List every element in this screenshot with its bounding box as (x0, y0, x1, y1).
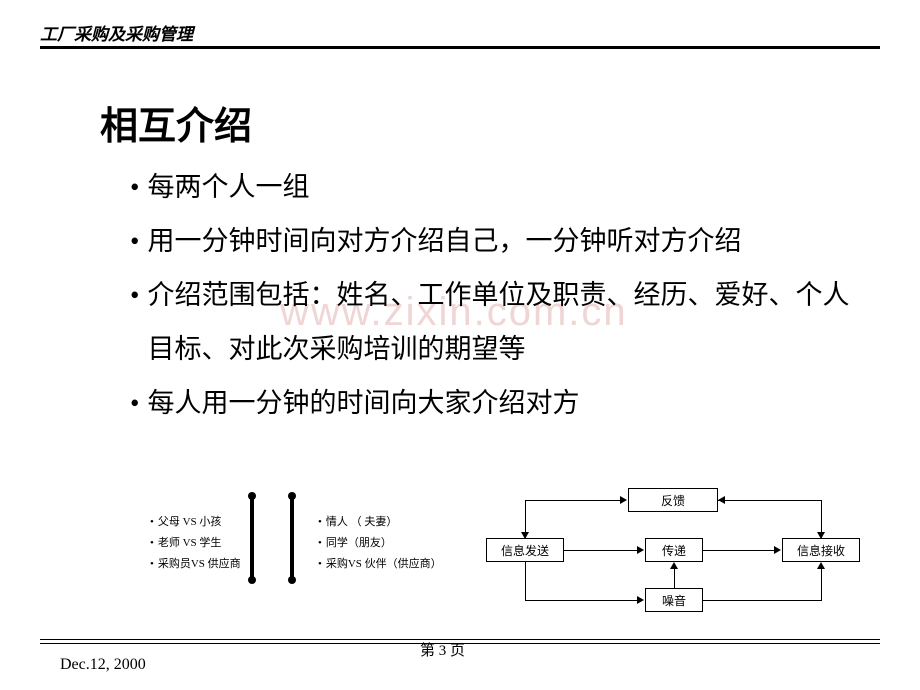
arrow-head-icon (817, 562, 825, 569)
header-title: 工厂采购及采购管理 (40, 20, 193, 45)
list-item: •父母 VS 小孩 (150, 512, 241, 533)
bullet-text: 每两个人一组 (147, 160, 850, 214)
arrow-head-icon (817, 532, 825, 539)
list-item: •采购员VS 供应商 (150, 554, 241, 575)
list-text: 采购员VS 供应商 (158, 554, 241, 575)
arrow-line (525, 500, 621, 501)
bullet-text: 每人用一分钟的时间向大家介绍对方 (147, 376, 850, 430)
bullet-dot-icon: • (130, 214, 139, 268)
arrow-line (674, 568, 675, 588)
bullet-dot-icon: • (318, 533, 322, 554)
node-transmit: 传递 (645, 538, 703, 562)
arrow-head-icon (620, 496, 627, 504)
list-text: 老师 VS 学生 (158, 533, 222, 554)
bullet-dot-icon: • (150, 512, 154, 533)
node-receive: 信息接收 (782, 538, 860, 562)
bullet-item: • 每两个人一组 (130, 160, 850, 214)
right-comparison-list: •情人 （ 夫妻） •同学（朋友） •采购VS 伙伴（供应商） (318, 512, 442, 575)
bullet-list: • 每两个人一组 • 用一分钟时间向对方介绍自己，一分钟听对方介绍 • 介绍范围… (130, 160, 850, 430)
bullet-dot-icon: • (318, 512, 322, 533)
bullet-dot-icon: • (150, 554, 154, 575)
list-text: 父母 VS 小孩 (158, 512, 222, 533)
bullet-text: 介绍范围包括：姓名、工作单位及职责、经历、爱好、个人目标、对此次采购培训的期望等 (147, 268, 850, 376)
bullet-dot-icon: • (130, 376, 139, 430)
header-divider (40, 46, 880, 49)
arrow-head-icon (521, 532, 529, 539)
node-feedback: 反馈 (628, 488, 718, 512)
list-text: 采购VS 伙伴（供应商） (326, 554, 442, 575)
bullet-dot-icon: • (130, 268, 139, 322)
footer-date: Dec.12, 2000 (60, 656, 146, 674)
bottom-section: •父母 VS 小孩 •老师 VS 学生 •采购员VS 供应商 •情人 （ 夫妻）… (40, 488, 880, 628)
node-noise: 噪音 (645, 588, 703, 612)
communication-flowchart: 反馈 信息发送 传递 信息接收 噪音 (470, 488, 890, 618)
list-item: •采购VS 伙伴（供应商） (318, 554, 442, 575)
arrow-line (525, 600, 638, 601)
arrow-head-icon (637, 546, 644, 554)
list-item: •情人 （ 夫妻） (318, 512, 442, 533)
slide-title: 相互介绍 (100, 95, 252, 150)
vertical-bar-icon (250, 496, 254, 580)
arrow-line (718, 500, 821, 501)
arrow-line (525, 562, 526, 600)
bullet-dot-icon: • (318, 554, 322, 575)
bullet-text: 用一分钟时间向对方介绍自己，一分钟听对方介绍 (147, 214, 850, 268)
vertical-bar-icon (290, 496, 294, 580)
bullet-item: • 每人用一分钟的时间向大家介绍对方 (130, 376, 850, 430)
list-item: •同学（朋友） (318, 533, 442, 554)
bullet-dot-icon: • (150, 533, 154, 554)
left-comparison-list: •父母 VS 小孩 •老师 VS 学生 •采购员VS 供应商 (150, 512, 241, 575)
arrow-head-icon (637, 596, 644, 604)
arrow-head-icon (670, 562, 678, 569)
arrow-line (703, 550, 775, 551)
list-text: 同学（朋友） (326, 533, 392, 554)
bullet-dot-icon: • (130, 160, 139, 214)
footer-page-number: 第 3 页 (420, 639, 465, 660)
list-text: 情人 （ 夫妻） (326, 512, 398, 533)
bullet-item: • 用一分钟时间向对方介绍自己，一分钟听对方介绍 (130, 214, 850, 268)
arrow-line (564, 550, 638, 551)
arrow-line (703, 600, 821, 601)
arrow-head-icon (718, 496, 725, 504)
arrow-line (821, 568, 822, 601)
list-item: •老师 VS 学生 (150, 533, 241, 554)
bullet-item: • 介绍范围包括：姓名、工作单位及职责、经历、爱好、个人目标、对此次采购培训的期… (130, 268, 850, 376)
arrow-head-icon (774, 546, 781, 554)
node-send: 信息发送 (486, 538, 564, 562)
